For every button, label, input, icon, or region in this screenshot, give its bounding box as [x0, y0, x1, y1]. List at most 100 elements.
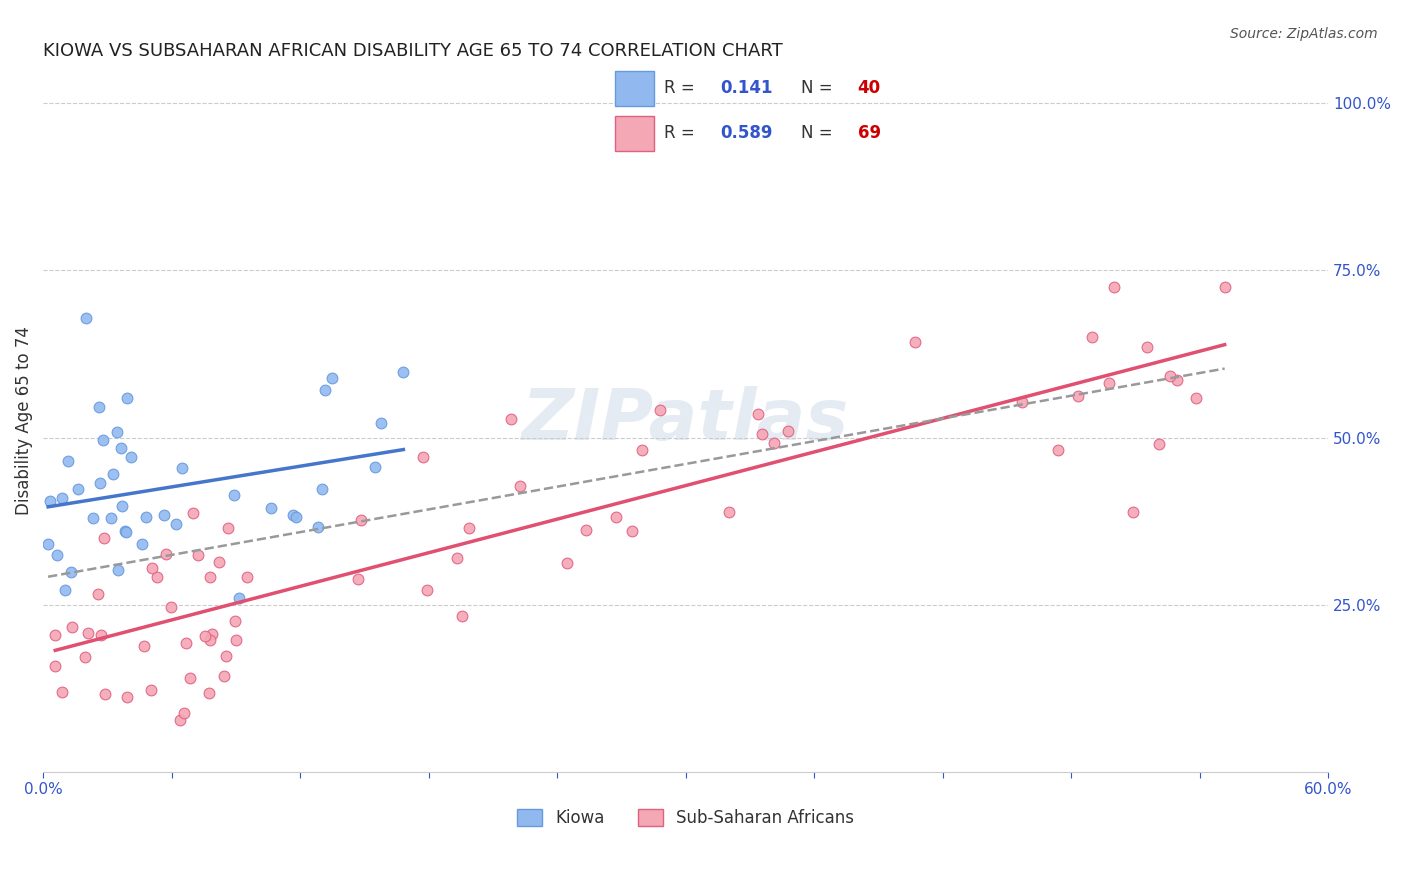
Legend: Kiowa, Sub-Saharan Africans: Kiowa, Sub-Saharan Africans [510, 803, 860, 834]
Point [751, 427, 773, 442]
Point [165, 517, 187, 532]
Point [446, 551, 468, 566]
Point [66, 482, 89, 496]
Point [370, 416, 392, 430]
Point [215, 649, 238, 664]
Point [201, 627, 224, 641]
Point [574, 523, 596, 537]
Y-axis label: Disability Age 65 to 74: Disability Age 65 to 74 [15, 326, 32, 516]
Point [155, 547, 177, 561]
Text: KIOWA VS SUBSAHARAN AFRICAN DISABILITY AGE 65 TO 74 CORRELATION CHART: KIOWA VS SUBSAHARAN AFRICAN DISABILITY A… [44, 42, 783, 60]
Point [212, 669, 235, 683]
Point [412, 450, 434, 464]
Point [605, 510, 627, 524]
Point [1166, 373, 1188, 387]
Point [51, 491, 73, 506]
Point [200, 632, 222, 647]
Point [101, 467, 124, 481]
Point [1184, 391, 1206, 405]
Point [169, 713, 191, 727]
Text: N =: N = [801, 124, 838, 142]
Point [82, 511, 104, 525]
Point [1080, 329, 1102, 343]
Point [111, 500, 134, 514]
Point [747, 407, 769, 421]
Point [131, 537, 153, 551]
Point [94, 687, 117, 701]
Point [179, 671, 201, 685]
Text: ZIPatlas: ZIPatlas [522, 386, 849, 455]
Point [44, 628, 66, 642]
Point [77, 626, 100, 640]
Point [160, 599, 183, 614]
Point [904, 334, 927, 349]
Point [38, 494, 60, 508]
Point [107, 563, 129, 577]
Point [115, 690, 138, 704]
Point [314, 383, 336, 397]
Point [134, 639, 156, 653]
Point [555, 556, 578, 570]
Point [141, 561, 163, 575]
Point [228, 591, 250, 605]
Point [363, 460, 385, 475]
Point [75, 649, 97, 664]
Point [1122, 506, 1144, 520]
Point [105, 425, 128, 439]
Point [115, 524, 138, 539]
Point [321, 370, 343, 384]
Point [89, 475, 111, 490]
Point [198, 569, 221, 583]
Point [630, 442, 652, 457]
Point [1098, 376, 1121, 391]
Point [1213, 279, 1236, 293]
Point [59, 565, 82, 579]
Point [93, 531, 115, 545]
Point [114, 524, 136, 538]
Point [1147, 437, 1170, 451]
Point [120, 450, 142, 465]
Point [1066, 389, 1088, 403]
Point [307, 519, 329, 533]
Point [776, 424, 799, 438]
Text: 40: 40 [858, 79, 880, 97]
Point [173, 706, 195, 720]
Text: Source: ZipAtlas.com: Source: ZipAtlas.com [1230, 27, 1378, 41]
Point [509, 479, 531, 493]
Point [194, 629, 217, 643]
Point [139, 683, 162, 698]
Point [44, 658, 66, 673]
Point [1136, 340, 1159, 354]
Point [115, 392, 138, 406]
Point [56, 453, 79, 467]
Point [87, 587, 110, 601]
Point [37, 537, 59, 551]
Point [198, 686, 221, 700]
Point [1011, 395, 1033, 409]
Point [90, 628, 112, 642]
Point [181, 506, 204, 520]
Point [172, 461, 194, 475]
Point [762, 436, 785, 450]
Point [283, 508, 305, 523]
Bar [616, 71, 654, 105]
Point [75, 311, 97, 326]
Point [51, 685, 73, 699]
Point [135, 510, 157, 524]
Point [458, 521, 481, 535]
Point [650, 403, 672, 417]
Point [145, 569, 167, 583]
Point [718, 504, 741, 518]
Point [152, 508, 174, 522]
Point [100, 511, 122, 525]
Point [284, 510, 307, 524]
Text: N =: N = [801, 79, 838, 97]
Point [45, 548, 67, 562]
Point [1047, 442, 1070, 457]
Point [501, 411, 523, 425]
Text: 0.589: 0.589 [721, 124, 773, 142]
Text: R =: R = [665, 79, 700, 97]
Point [60, 620, 83, 634]
Point [224, 614, 246, 628]
Point [311, 482, 333, 496]
